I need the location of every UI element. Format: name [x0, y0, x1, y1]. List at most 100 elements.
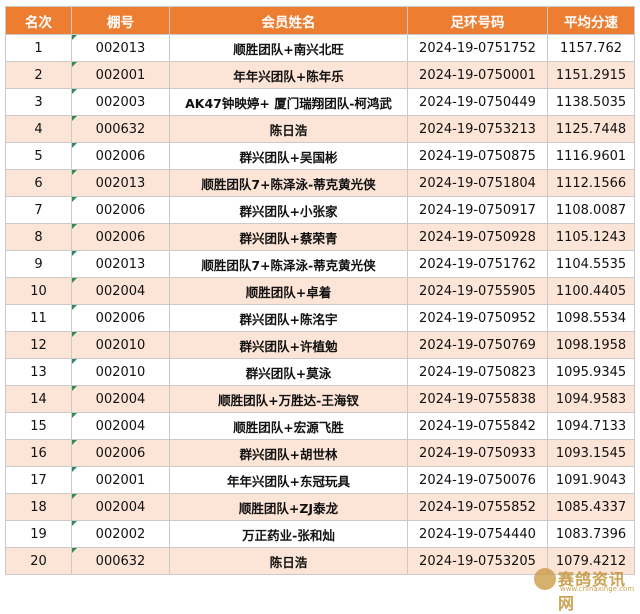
table-row: 7 002006 群兴团队+小张家 2024-19-0750917 1108.0087 — [5, 196, 635, 224]
shed-number-cell: 002004 — [71, 493, 170, 521]
ring-number-cell: 2024-19-0753205 — [407, 547, 548, 575]
ring-number-cell: 2024-19-0750917 — [407, 196, 548, 224]
shed-number-cell: 002004 — [71, 412, 170, 440]
member-name-cell: 群兴团队+吴国彬 — [169, 142, 408, 170]
table-row: 3 002003 AK47钟映婷+ 厦门瑞翔团队-柯鸿武 2024-19-075044… — [5, 88, 635, 116]
shed-number-cell: 002004 — [71, 385, 170, 413]
average-speed-cell: 1157.762 — [547, 34, 635, 62]
table-row: 10 002004 顺胜团队+卓着 2024-19-0755905 1100.4405 — [5, 277, 635, 305]
average-speed-cell: 1104.5535 — [547, 250, 635, 278]
ring-number-cell: 2024-19-0750952 — [407, 304, 548, 332]
ring-number-cell: 2024-19-0755842 — [407, 412, 548, 440]
average-speed-cell: 1094.7133 — [547, 412, 635, 440]
table-header-row: 名次 棚号 会员姓名 足环号码 平均分速 — [5, 6, 635, 35]
table-row: 6 002013 顺胜团队7+陈泽泳-蒂克黄光侠 2024-19-0751804 111… — [5, 169, 635, 197]
rank-cell: 20 — [5, 547, 72, 575]
average-speed-cell: 1105.1243 — [547, 223, 635, 251]
average-speed-cell: 1138.5035 — [547, 88, 635, 116]
rank-cell: 10 — [5, 277, 72, 305]
ring-number-cell: 2024-19-0751804 — [407, 169, 548, 197]
table-row: 12 002010 群兴团队+许植勉 2024-19-0750769 1098.1958 — [5, 331, 635, 359]
table-row: 2 002001 年年兴团队+陈年乐 2024-19-0750001 1151.2915 — [5, 61, 635, 89]
shed-number-cell: 002001 — [71, 466, 170, 494]
average-speed-cell: 1085.4337 — [547, 493, 635, 521]
ring-number-cell: 2024-19-0750823 — [407, 358, 548, 386]
results-table: 名次 棚号 会员姓名 足环号码 平均分速 1 002013 顺胜团队+南兴北旺 202… — [5, 6, 635, 575]
ring-number-cell: 2024-19-0750769 — [407, 331, 548, 359]
rank-cell: 18 — [5, 493, 72, 521]
ring-number-cell: 2024-19-0750928 — [407, 223, 548, 251]
table-body: 1 002013 顺胜团队+南兴北旺 2024-19-0751752 1157.762 2… — [5, 34, 635, 575]
average-speed-cell: 1125.7448 — [547, 115, 635, 143]
table-row: 14 002004 顺胜团队+万胜达-王海钗 2024-19-0755838 1094.… — [5, 385, 635, 413]
average-speed-cell: 1100.4405 — [547, 277, 635, 305]
rank-cell: 4 — [5, 115, 72, 143]
table-row: 1 002013 顺胜团队+南兴北旺 2024-19-0751752 1157.762 — [5, 34, 635, 62]
ring-number-cell: 2024-19-0753213 — [407, 115, 548, 143]
rank-cell: 2 — [5, 61, 72, 89]
shed-number-cell: 000632 — [71, 115, 170, 143]
average-speed-cell: 1112.1566 — [547, 169, 635, 197]
ring-number-cell: 2024-19-0754440 — [407, 520, 548, 548]
member-name-cell: 顺胜团队+ZJ泰龙 — [169, 493, 408, 521]
shed-number-cell: 002013 — [71, 169, 170, 197]
rank-cell: 11 — [5, 304, 72, 332]
header-average-speed: 平均分速 — [547, 6, 635, 35]
ring-number-cell: 2024-19-0750449 — [407, 88, 548, 116]
ring-number-cell: 2024-19-0755905 — [407, 277, 548, 305]
ring-number-cell: 2024-19-0751762 — [407, 250, 548, 278]
member-name-cell: AK47钟映婷+ 厦门瑞翔团队-柯鸿武 — [169, 88, 408, 116]
table-row: 8 002006 群兴团队+蔡荣青 2024-19-0750928 1105.1243 — [5, 223, 635, 251]
average-speed-cell: 1083.7396 — [547, 520, 635, 548]
rank-cell: 8 — [5, 223, 72, 251]
average-speed-cell: 1098.5534 — [547, 304, 635, 332]
table-row: 17 002001 年年兴团队+东冠玩具 2024-19-0750076 1091.90… — [5, 466, 635, 494]
rank-cell: 13 — [5, 358, 72, 386]
member-name-cell: 顺胜团队7+陈泽泳-蒂克黄光侠 — [169, 169, 408, 197]
table-row: 9 002013 顺胜团队7+陈泽泳-蒂克黄光侠 2024-19-0751762 110… — [5, 250, 635, 278]
member-name-cell: 群兴团队+胡世林 — [169, 439, 408, 467]
rank-cell: 9 — [5, 250, 72, 278]
rank-cell: 1 — [5, 34, 72, 62]
rank-cell: 5 — [5, 142, 72, 170]
member-name-cell: 群兴团队+陈洺宇 — [169, 304, 408, 332]
member-name-cell: 陈日浩 — [169, 547, 408, 575]
ring-number-cell: 2024-19-0750933 — [407, 439, 548, 467]
average-speed-cell: 1093.1545 — [547, 439, 635, 467]
ring-number-cell: 2024-19-0751752 — [407, 34, 548, 62]
table-row: 18 002004 顺胜团队+ZJ泰龙 2024-19-0755852 1085.433… — [5, 493, 635, 521]
table-row: 11 002006 群兴团队+陈洺宇 2024-19-0750952 1098.5534 — [5, 304, 635, 332]
ring-number-cell: 2024-19-0755852 — [407, 493, 548, 521]
rank-cell: 19 — [5, 520, 72, 548]
ring-number-cell: 2024-19-0750875 — [407, 142, 548, 170]
member-name-cell: 顺胜团队+万胜达-王海钗 — [169, 385, 408, 413]
rank-cell: 14 — [5, 385, 72, 413]
average-speed-cell: 1108.0087 — [547, 196, 635, 224]
table-row: 16 002006 群兴团队+胡世林 2024-19-0750933 1093.1545 — [5, 439, 635, 467]
shed-number-cell: 002006 — [71, 142, 170, 170]
table-row: 19 002002 万正药业-张和灿 2024-19-0754440 1083.7396 — [5, 520, 635, 548]
average-speed-cell: 1116.9601 — [547, 142, 635, 170]
member-name-cell: 顺胜团队+卓着 — [169, 277, 408, 305]
shed-number-cell: 002004 — [71, 277, 170, 305]
rank-cell: 12 — [5, 331, 72, 359]
rank-cell: 15 — [5, 412, 72, 440]
shed-number-cell: 002013 — [71, 34, 170, 62]
member-name-cell: 顺胜团队+宏源飞胜 — [169, 412, 408, 440]
member-name-cell: 年年兴团队+东冠玩具 — [169, 466, 408, 494]
member-name-cell: 顺胜团队7+陈泽泳-蒂克黄光侠 — [169, 250, 408, 278]
average-speed-cell: 1091.9043 — [547, 466, 635, 494]
shed-number-cell: 002006 — [71, 304, 170, 332]
shed-number-cell: 002006 — [71, 196, 170, 224]
member-name-cell: 年年兴团队+陈年乐 — [169, 61, 408, 89]
member-name-cell: 群兴团队+蔡荣青 — [169, 223, 408, 251]
shed-number-cell: 002010 — [71, 331, 170, 359]
member-name-cell: 群兴团队+许植勉 — [169, 331, 408, 359]
average-speed-cell: 1095.9345 — [547, 358, 635, 386]
rank-cell: 6 — [5, 169, 72, 197]
shed-number-cell: 002002 — [71, 520, 170, 548]
average-speed-cell: 1151.2915 — [547, 61, 635, 89]
header-rank: 名次 — [5, 6, 72, 35]
header-member-name: 会员姓名 — [169, 6, 408, 35]
header-shed-number: 棚号 — [71, 6, 170, 35]
